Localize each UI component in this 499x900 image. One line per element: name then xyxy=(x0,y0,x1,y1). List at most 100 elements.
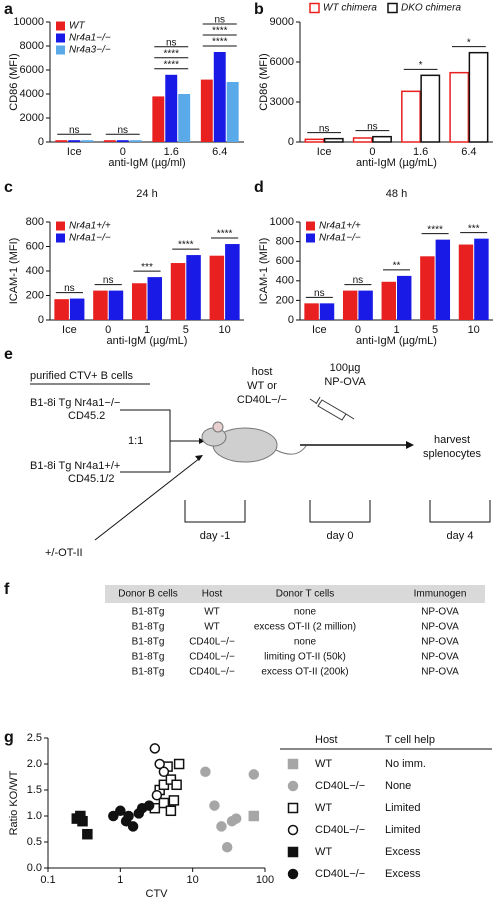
bar xyxy=(401,90,421,143)
y-tick-label: 10000 xyxy=(13,16,44,28)
bar xyxy=(152,96,165,142)
chart-title: 48 h xyxy=(386,188,407,200)
significance-label: **** xyxy=(212,37,228,48)
point xyxy=(82,828,93,840)
y-tick-label: 200 xyxy=(26,289,44,301)
bar xyxy=(225,244,240,320)
table-header: Donor T cells xyxy=(276,589,335,600)
legend-label: Nr4a1−/− xyxy=(69,33,111,44)
bar xyxy=(69,298,85,320)
significance-label: ** xyxy=(393,261,401,272)
harvest: splenocytes xyxy=(423,448,482,460)
bar xyxy=(54,299,69,320)
y-tick-label: 0.5 xyxy=(27,836,42,848)
significance-label: ns xyxy=(64,283,75,294)
y-axis-label: Ratio KO/WT xyxy=(8,770,20,835)
x-tick-label: Ice xyxy=(62,324,77,336)
significance-label: ns xyxy=(103,275,114,286)
x-tick-label: 10 xyxy=(187,874,199,886)
bar xyxy=(93,290,108,320)
y-tick-label: 4000 xyxy=(20,88,44,100)
legend-host: CD40L−/− xyxy=(315,824,365,836)
x-tick-label: 5 xyxy=(432,324,438,336)
chart-title: 24 h xyxy=(136,188,157,200)
significance-label: * xyxy=(467,37,471,48)
x-tick-label: 100 xyxy=(256,874,274,886)
bar xyxy=(304,303,319,320)
harvest: harvest xyxy=(434,434,470,446)
y-axis-label: ICAM-1 (MFI) xyxy=(8,238,20,305)
legend-help: No imm. xyxy=(385,758,426,770)
bar xyxy=(226,82,239,142)
legend-swatch xyxy=(309,2,320,14)
significance-label: *** xyxy=(141,262,153,273)
legend-help: None xyxy=(385,780,411,792)
x-axis-label: anti-IgM (µg/mL) xyxy=(107,335,188,347)
significance-label: ns xyxy=(353,275,364,286)
y-tick-label: 600 xyxy=(26,240,44,252)
y-tick-label: 0.0 xyxy=(27,862,42,874)
point xyxy=(171,779,182,791)
point xyxy=(248,810,260,822)
x-tick-label: 0 xyxy=(120,146,126,158)
table-cell: NP-OVA xyxy=(421,652,459,663)
bar xyxy=(147,277,163,320)
point xyxy=(209,800,220,811)
table-cell: B1-8Tg xyxy=(132,607,165,618)
significance-label: **** xyxy=(217,229,233,240)
bar xyxy=(178,94,191,142)
significance-label: **** xyxy=(163,48,179,59)
legend-host: CD40L−/− xyxy=(315,868,365,880)
donor-label: CD45.2 xyxy=(68,410,105,422)
y-axis-label: ICAM-1 (MFI) xyxy=(258,238,270,305)
y-tick-label: 200 xyxy=(276,294,294,306)
bar xyxy=(319,303,335,320)
x-axis-label: anti-IgM (µg/mL) xyxy=(356,157,437,169)
panel-letter: b xyxy=(254,1,264,18)
legend-swatch xyxy=(56,221,65,231)
point xyxy=(149,743,161,754)
point xyxy=(158,797,170,809)
arrowhead xyxy=(195,455,203,461)
x-tick-label: Ice xyxy=(67,146,82,158)
day-label: day -1 xyxy=(200,530,231,542)
significance-label: ns xyxy=(319,123,330,134)
host-label: host xyxy=(252,366,273,378)
immunization: 100µg xyxy=(330,362,361,374)
bar xyxy=(304,138,325,143)
y-tick-label: 1.0 xyxy=(27,810,42,822)
significance-label: **** xyxy=(212,26,228,37)
table-cell: NP-OVA xyxy=(421,607,459,618)
bar xyxy=(81,140,94,142)
bar xyxy=(381,281,396,320)
x-tick-label: 0 xyxy=(355,324,361,336)
bar xyxy=(103,140,116,142)
legend-label: Nr4a1+/+ xyxy=(69,221,111,232)
arrowhead xyxy=(199,438,205,444)
legend-help: Excess xyxy=(385,846,421,858)
arrow xyxy=(94,457,201,541)
bar xyxy=(186,255,201,320)
significance-label: * xyxy=(419,60,423,71)
bar xyxy=(213,52,226,142)
legend-label: Nr4a3−/− xyxy=(69,45,111,56)
legend-help: Limited xyxy=(385,802,420,814)
significance-label: ns xyxy=(117,125,128,136)
panel-letter: e xyxy=(4,346,13,363)
y-axis-label: CD86 (MFI) xyxy=(8,53,20,110)
y-tick-label: 0 xyxy=(38,314,44,326)
point xyxy=(168,795,180,806)
x-axis-label: CTV xyxy=(146,888,169,900)
panel-letter: c xyxy=(4,179,13,196)
y-tick-label: 0 xyxy=(288,136,294,148)
legend-swatch xyxy=(56,33,65,43)
y-axis-label: CD86 (MFI) xyxy=(258,53,270,110)
legend-swatch xyxy=(56,21,65,31)
table-cell: B1-8Tg xyxy=(132,652,165,663)
x-tick-label: 1.6 xyxy=(413,146,428,158)
significance-label: *** xyxy=(468,223,480,234)
x-tick-label: 5 xyxy=(183,324,189,336)
significance-label: ns xyxy=(214,15,225,26)
day-label: day 0 xyxy=(327,530,354,542)
